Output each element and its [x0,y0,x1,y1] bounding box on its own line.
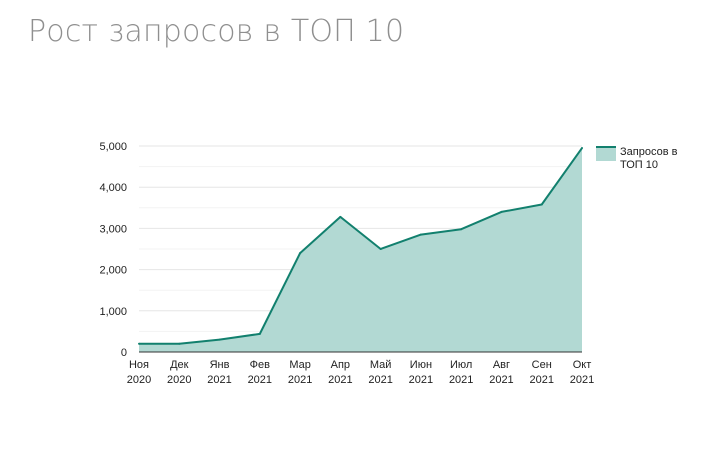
y-tick-label: 5,000 [99,141,127,153]
data-point [258,332,261,335]
x-tick-label-month: Июн [410,359,432,371]
x-tick-label-month: Сен [532,359,552,371]
x-tick-label-year: 2021 [368,374,392,386]
area-fill-layer [139,148,582,352]
data-point [581,147,583,150]
x-tick-label-year: 2021 [529,374,553,386]
series-area-fill [139,148,582,352]
page-title: Рост запросов в ТОП 10 [28,14,405,49]
series-line-layer [138,147,583,345]
x-tick-label-year: 2020 [167,374,191,386]
x-tick-label-year: 2021 [328,374,352,386]
y-tick-label: 2,000 [99,265,127,277]
data-point [178,342,181,345]
y-tick-label: 0 [121,347,127,359]
data-point [138,342,140,345]
x-tick-label-year: 2021 [409,374,433,386]
y-tick-label: 3,000 [99,223,127,235]
x-tick-label-month: Апр [331,359,350,371]
x-tick-label-year: 2021 [449,374,473,386]
x-tick-label-year: 2021 [570,374,594,386]
x-tick-label-month: Дек [170,359,189,371]
x-tick-label-month: Окт [573,359,592,371]
x-tick-label-year: 2021 [207,374,231,386]
data-point [379,248,382,250]
x-tick-label-month: Ноя [129,359,149,371]
y-axis-tick-labels: 0 1,000 2,000 3,000 4,000 5,000 [99,141,127,359]
x-tick-label-month: Фев [250,359,270,371]
data-point [419,233,422,236]
x-tick-label-year: 2021 [288,374,312,386]
data-point [218,338,221,341]
legend-label: Запросов в [620,146,678,158]
data-point [500,210,503,213]
x-tick-label-year: 2021 [248,374,272,386]
data-point [540,203,543,206]
x-tick-label-year: 2021 [489,374,513,386]
data-point [460,228,463,231]
x-axis-tick-labels: Ноя 2020 Дек 2020 Янв 2021 Фев 2021 Мар 2021 Апр 20… [127,359,594,386]
legend-swatch-area [596,146,616,161]
data-point [299,252,302,255]
data-point [339,215,342,218]
y-tick-label: 4,000 [99,182,127,194]
series-line [139,147,583,345]
x-tick-label-year: 2020 [127,374,151,386]
x-tick-label-month: Авг [493,359,510,371]
x-tick-label-month: Май [370,359,392,371]
x-tick-label-month: Июл [450,359,472,371]
y-tick-label: 1,000 [99,306,127,318]
legend-label: ТОП 10 [620,159,658,171]
x-tick-label-month: Янв [210,359,230,371]
x-tick-label-month: Мар [289,359,311,371]
